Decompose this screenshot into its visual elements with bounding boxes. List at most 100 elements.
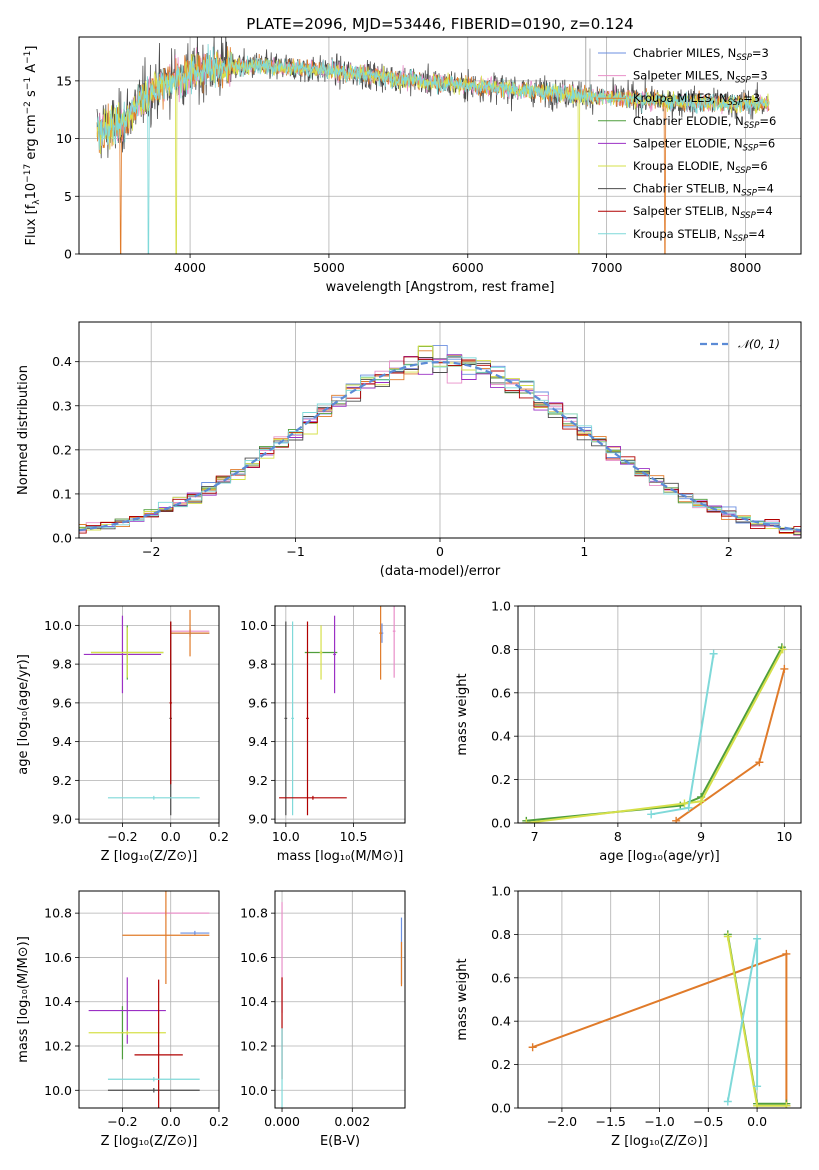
- legend-label-subscript: SSP: [743, 143, 759, 153]
- y-tick-label: 10.0: [44, 1083, 72, 1098]
- legend-label-subscript: SSP: [735, 76, 751, 86]
- axes-frame: [78, 890, 220, 1109]
- y-axis-label-part: A: [24, 64, 39, 77]
- weight-marker: [522, 819, 531, 823]
- y-tick-label: 10.4: [240, 994, 268, 1009]
- x-tick-label: 2: [725, 544, 733, 559]
- y-tick-label: 9.6: [248, 695, 268, 710]
- y-tick-label: 10.8: [240, 906, 268, 921]
- y-axis-label-part: ]: [24, 46, 39, 51]
- y-tick-label: 9.6: [52, 695, 72, 710]
- x-tick-label: −2: [142, 544, 160, 559]
- legend-label: Salpeter ELODIE, NSSP=6: [633, 136, 775, 153]
- x-tick-label: 6000: [452, 260, 484, 275]
- x-tick-label: 1: [580, 544, 588, 559]
- y-tick-label: 10.0: [240, 618, 268, 633]
- normal-reference-curve: [79, 360, 801, 532]
- plot-area: [279, 606, 396, 816]
- weight-marker: [709, 649, 718, 658]
- y-tick-label: 9.2: [52, 773, 72, 788]
- legend-label-tail: =6: [751, 159, 768, 173]
- panel-weight_vs_z: −2.0 −1.5 −1.0 −0.5 0.0 0.0 0.2 0.4 0.6 0.8 1.0 Z […: [455, 884, 802, 1149]
- legend-label: Salpeter MILES, NSSP=3: [633, 69, 768, 86]
- y-axis-label-part: −1: [23, 51, 33, 64]
- y-tick-label: 0.2: [491, 772, 511, 787]
- axes-frame: [78, 321, 802, 539]
- y-tick-label: 10.6: [44, 950, 72, 965]
- legend-label-subscript: SSP: [733, 234, 749, 244]
- figure-title: PLATE=2096, MJD=53446, FIBERID=0190, z=0…: [246, 15, 633, 33]
- y-axis-label: Normed distribution: [16, 365, 31, 495]
- y-tick-label: 0.6: [491, 685, 511, 700]
- legend-label-base: Kroupa ELODIE, N: [633, 159, 735, 173]
- x-tick-label: 10.0: [272, 829, 300, 844]
- x-tick-label: 0.0: [747, 1114, 767, 1129]
- y-tick-label: 0.0: [491, 1101, 511, 1116]
- plot-area: [83, 609, 210, 816]
- x-tick-label: 5000: [313, 260, 345, 275]
- weight-marker: [782, 949, 791, 958]
- spectrum-line: [96, 43, 770, 254]
- y-axis-label-part: Flux [f: [24, 204, 39, 245]
- y-tick-label: 9.8: [248, 657, 268, 672]
- weight-marker: [782, 1101, 791, 1108]
- weight-marker: [647, 810, 656, 819]
- y-tick-label: 0.6: [491, 970, 511, 985]
- legend-label: Kroupa ELODIE, NSSP=6: [633, 159, 768, 176]
- y-tick-label: 9.4: [248, 734, 268, 749]
- legend-label-subscript: SSP: [741, 189, 757, 199]
- legend-label-subscript: SSP: [736, 53, 752, 63]
- legend-label-tail: =4: [748, 227, 765, 241]
- plot-area: [96, 37, 770, 254]
- y-axis-label: Flux [fλ10−17 erg cm−2 s−1 A−1]: [23, 46, 42, 246]
- axes-frame: [78, 605, 220, 824]
- axes-frame: [517, 890, 802, 1109]
- plot-area: [88, 891, 210, 1108]
- weight-marker: [780, 664, 789, 673]
- x-tick-label: 10.5: [340, 829, 368, 844]
- y-tick-label: 10.8: [44, 906, 72, 921]
- x-tick-label: −0.2: [107, 829, 137, 844]
- y-axis-label: mass [log₁₀(M/M⊙)]: [16, 936, 31, 1063]
- y-tick-label: 0: [64, 247, 72, 262]
- weight-marker: [753, 934, 762, 943]
- plot-area: [528, 930, 791, 1108]
- weight-marker: [672, 816, 681, 823]
- legend-label: 𝒩(0, 1): [738, 337, 780, 351]
- y-tick-label: 10.2: [44, 1039, 72, 1054]
- legend-label-tail: =6: [759, 114, 776, 128]
- legend-label-tail: =3: [752, 46, 769, 60]
- x-tick-label: −1: [286, 544, 304, 559]
- y-axis-label: age [log₁₀(age/yr)]: [16, 654, 31, 775]
- x-axis-label: Z [log₁₀(Z/Z⊙)]: [101, 849, 198, 864]
- x-tick-label: 8: [614, 829, 622, 844]
- legend-label-subscript: SSP: [728, 98, 744, 108]
- x-axis-label: Z [log₁₀(Z/Z⊙)]: [101, 1134, 198, 1149]
- legend-label: Salpeter STELIB, NSSP=4: [633, 204, 773, 221]
- y-tick-label: 9.2: [248, 773, 268, 788]
- axes-frame: [78, 36, 802, 255]
- x-axis-label: E(B-V): [320, 1134, 360, 1149]
- x-axis-label: mass [log₁₀(M/M⊙)]: [277, 849, 404, 864]
- y-tick-label: 0.4: [491, 1014, 511, 1029]
- legend-label-subscript: SSP: [744, 121, 760, 131]
- panel-mass_vs_z: −0.2 0.0 0.2 10.0 10.2 10.4 10.6 10.8 Z [log₁₀(Z…: [16, 890, 229, 1149]
- y-tick-label: 0.3: [52, 398, 72, 413]
- x-tick-label: 10: [776, 829, 792, 844]
- x-tick-label: 9: [697, 829, 705, 844]
- y-axis-label-part: −1: [23, 77, 33, 90]
- weight-marker: [680, 799, 689, 808]
- axes-frame: [274, 890, 406, 1109]
- legend-label: Kroupa STELIB, NSSP=4: [633, 227, 765, 244]
- y-tick-label: 0.0: [52, 531, 72, 546]
- x-tick-label: 8000: [730, 260, 762, 275]
- x-tick-label: 0.2: [209, 829, 229, 844]
- weight-marker: [684, 803, 693, 812]
- y-tick-label: 0.1: [52, 486, 72, 501]
- y-tick-label: 1.0: [491, 599, 511, 614]
- legend-label-tail: =3: [743, 91, 760, 105]
- legend-label-base: Salpeter MILES, N: [633, 69, 735, 83]
- panel-residuals: −2 −1 0 1 2 0.0 0.1 0.2 0.3 0.4 (data-model)/error…: [16, 321, 802, 579]
- panel-age_vs_mass: 10.0 10.5 9.0 9.2 9.4 9.6 9.8 10.0 mass [log₁₀(M…: [240, 605, 406, 864]
- x-axis-label: wavelength [Angstrom, rest frame]: [326, 280, 555, 295]
